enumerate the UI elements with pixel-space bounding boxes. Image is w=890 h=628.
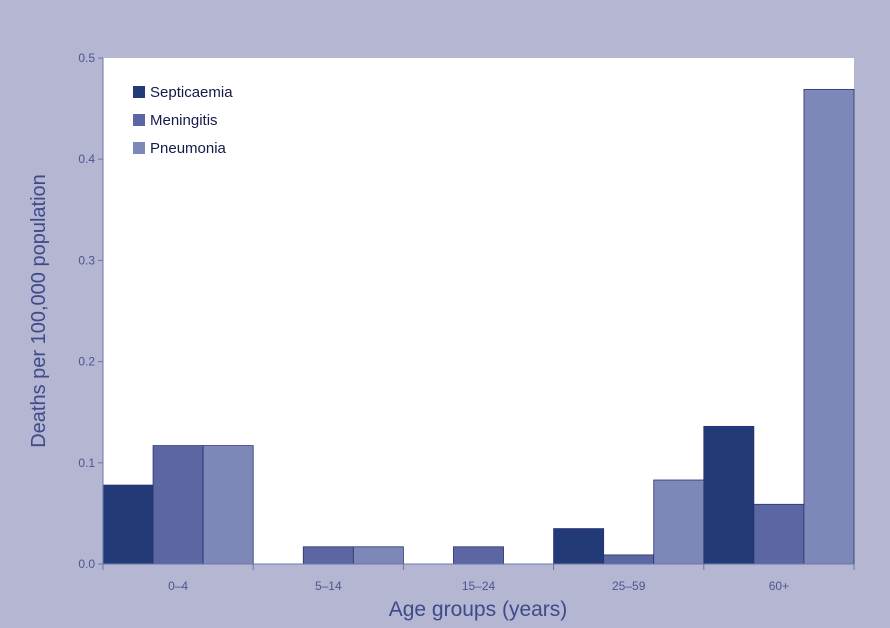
x-tick-label: 60+ — [769, 579, 789, 593]
ticks-group: 0.0 0.1 0.2 0.3 0.4 0.5 0–4 5–14 15–24 25–59 60+ — [78, 51, 855, 593]
bar-septicaemia-0 — [102, 484, 154, 565]
legend-swatch-pneumonia — [133, 142, 145, 154]
x-tick-label: 5–14 — [315, 579, 342, 593]
legend-label-septicaemia: Septicaemia — [150, 84, 233, 101]
legend-label-pneumonia: Pneumonia — [150, 140, 227, 157]
y-tick-label: 0.4 — [78, 152, 95, 166]
bar-pneumonia-4 — [803, 88, 855, 565]
y-tick-label: 0.5 — [78, 51, 95, 65]
y-tick-label: 0.1 — [78, 456, 95, 470]
x-tick-label: 0–4 — [168, 579, 188, 593]
legend-swatch-meningitis — [133, 114, 145, 126]
bar-meningitis-0 — [152, 445, 204, 565]
bar-septicaemia-4 — [703, 425, 755, 565]
y-tick-label: 0.3 — [78, 253, 95, 267]
x-tick-label: 15–24 — [462, 579, 496, 593]
y-tick-label: 0.2 — [78, 355, 95, 369]
axes-group — [102, 58, 854, 565]
bar-septicaemia-3 — [553, 528, 605, 565]
bar-pneumonia-3 — [653, 479, 705, 565]
bar-pneumonia-0 — [202, 445, 254, 565]
bar-meningitis-2 — [453, 546, 504, 565]
legend: Septicaemia Meningitis Pneumonia — [133, 84, 233, 157]
y-axis-label: Deaths per 100,000 population — [28, 174, 50, 448]
bar-meningitis-4 — [753, 503, 805, 565]
legend-swatch-septicaemia — [133, 86, 145, 98]
y-tick-label: 0.0 — [78, 557, 95, 571]
bar-pneumonia-1 — [352, 546, 404, 565]
x-axis-label: Age groups (years) — [389, 598, 568, 621]
bar-meningitis-3 — [603, 554, 655, 565]
legend-label-meningitis: Meningitis — [150, 112, 218, 129]
bars-group — [102, 88, 855, 565]
x-tick-label: 25–59 — [612, 579, 646, 593]
bar-meningitis-1 — [302, 546, 354, 565]
